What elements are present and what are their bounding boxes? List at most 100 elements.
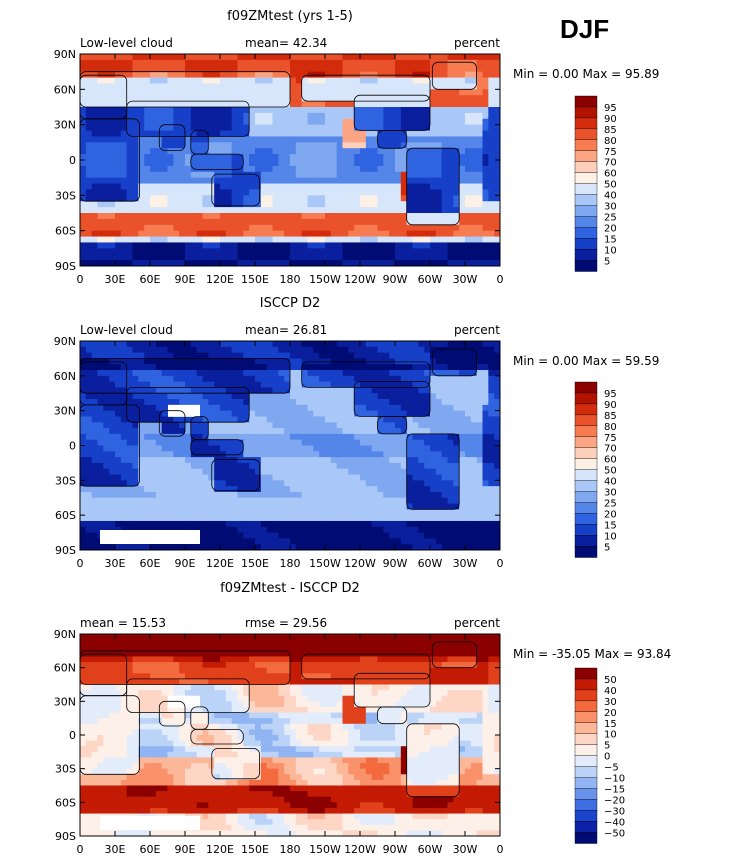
map-cell xyxy=(109,201,116,208)
map-cell xyxy=(360,148,367,155)
map-cell xyxy=(435,387,443,394)
map-cell xyxy=(167,451,174,458)
map-cell xyxy=(85,171,93,179)
map-cell xyxy=(371,189,378,196)
map-cell xyxy=(290,260,297,267)
map-cell xyxy=(196,370,203,377)
map-cell xyxy=(412,346,419,354)
map-cell xyxy=(208,154,215,161)
map-cell xyxy=(470,451,478,458)
map-cell xyxy=(342,224,349,232)
map-cell xyxy=(144,77,151,84)
map-cell xyxy=(406,457,413,464)
map-cell xyxy=(336,207,343,214)
map-cell xyxy=(301,242,308,249)
map-cell xyxy=(115,457,122,464)
map-cell xyxy=(400,404,408,412)
map-cell xyxy=(220,89,227,96)
map-cell xyxy=(342,462,349,470)
map-cell xyxy=(400,491,408,499)
map-cell xyxy=(138,433,145,441)
colorbar-swatch xyxy=(574,205,598,217)
map-cell xyxy=(115,218,122,226)
map-cell xyxy=(441,248,448,255)
map-cell xyxy=(412,480,419,487)
map-cell xyxy=(109,457,116,464)
map-cell xyxy=(494,491,501,499)
map-cell xyxy=(115,201,122,208)
map-cell xyxy=(313,346,320,354)
map-cell xyxy=(342,439,349,446)
map-cell xyxy=(85,451,93,458)
map-cell xyxy=(179,112,186,120)
map-cell xyxy=(196,352,203,359)
map-cell xyxy=(313,364,320,371)
map-cell xyxy=(173,148,180,155)
map-cell xyxy=(313,491,320,499)
map-cell xyxy=(395,445,402,452)
map-cell xyxy=(91,248,98,255)
map-cell xyxy=(430,54,437,61)
map-cell xyxy=(476,468,483,475)
map-cell xyxy=(237,486,244,493)
map-cell xyxy=(190,230,198,237)
map-cell xyxy=(173,375,180,383)
map-cell xyxy=(307,428,314,435)
map-cell xyxy=(295,480,303,487)
map-cell xyxy=(435,509,443,516)
map-cell xyxy=(266,515,273,522)
map-cell xyxy=(120,341,128,348)
map-cell xyxy=(214,341,221,348)
map-cell xyxy=(278,65,285,73)
map-cell xyxy=(418,83,425,90)
map-cell xyxy=(348,95,355,102)
map-cell xyxy=(185,148,192,155)
map-cell xyxy=(220,422,227,429)
map-cell xyxy=(220,387,227,394)
map-cell xyxy=(237,480,244,487)
map-cell xyxy=(255,439,262,446)
map-cell xyxy=(138,118,145,126)
map-cell xyxy=(132,422,139,429)
map-cell xyxy=(424,404,431,412)
map-cell xyxy=(80,393,87,400)
map-cell xyxy=(342,433,349,441)
map-cell xyxy=(260,254,268,261)
map-cell xyxy=(354,148,361,155)
map-cell xyxy=(97,416,104,423)
map-cell xyxy=(243,218,250,226)
map-cell xyxy=(400,468,408,475)
map-cell xyxy=(97,112,104,120)
map-cell xyxy=(185,346,192,354)
map-cell xyxy=(406,112,413,120)
map-cell xyxy=(395,130,402,137)
map-cell xyxy=(476,486,483,493)
map-cell xyxy=(418,130,425,137)
map-cell xyxy=(307,474,314,481)
map-cell xyxy=(325,195,332,202)
panel-left-label: Low-level cloud xyxy=(80,323,173,337)
map-cell xyxy=(255,195,262,202)
map-cell xyxy=(138,248,145,255)
map-cell xyxy=(85,375,93,383)
map-cell xyxy=(225,207,233,214)
map-cell xyxy=(266,410,273,417)
map-cell xyxy=(91,236,98,243)
map-cell xyxy=(348,486,355,493)
map-cell xyxy=(249,207,256,214)
map-cell xyxy=(313,486,320,493)
map-cell xyxy=(406,416,413,423)
map-cell xyxy=(144,422,151,429)
map-cell xyxy=(115,165,122,173)
map-cell xyxy=(173,260,180,267)
map-cell xyxy=(126,520,133,528)
map-cell xyxy=(418,433,425,441)
map-cell xyxy=(103,218,110,226)
map-cell xyxy=(400,83,408,90)
map-cell xyxy=(354,491,361,499)
map-cell xyxy=(447,422,454,429)
map-cell xyxy=(173,254,180,261)
map-cell xyxy=(155,213,163,220)
map-cell xyxy=(272,107,279,114)
map-cell xyxy=(325,381,332,388)
